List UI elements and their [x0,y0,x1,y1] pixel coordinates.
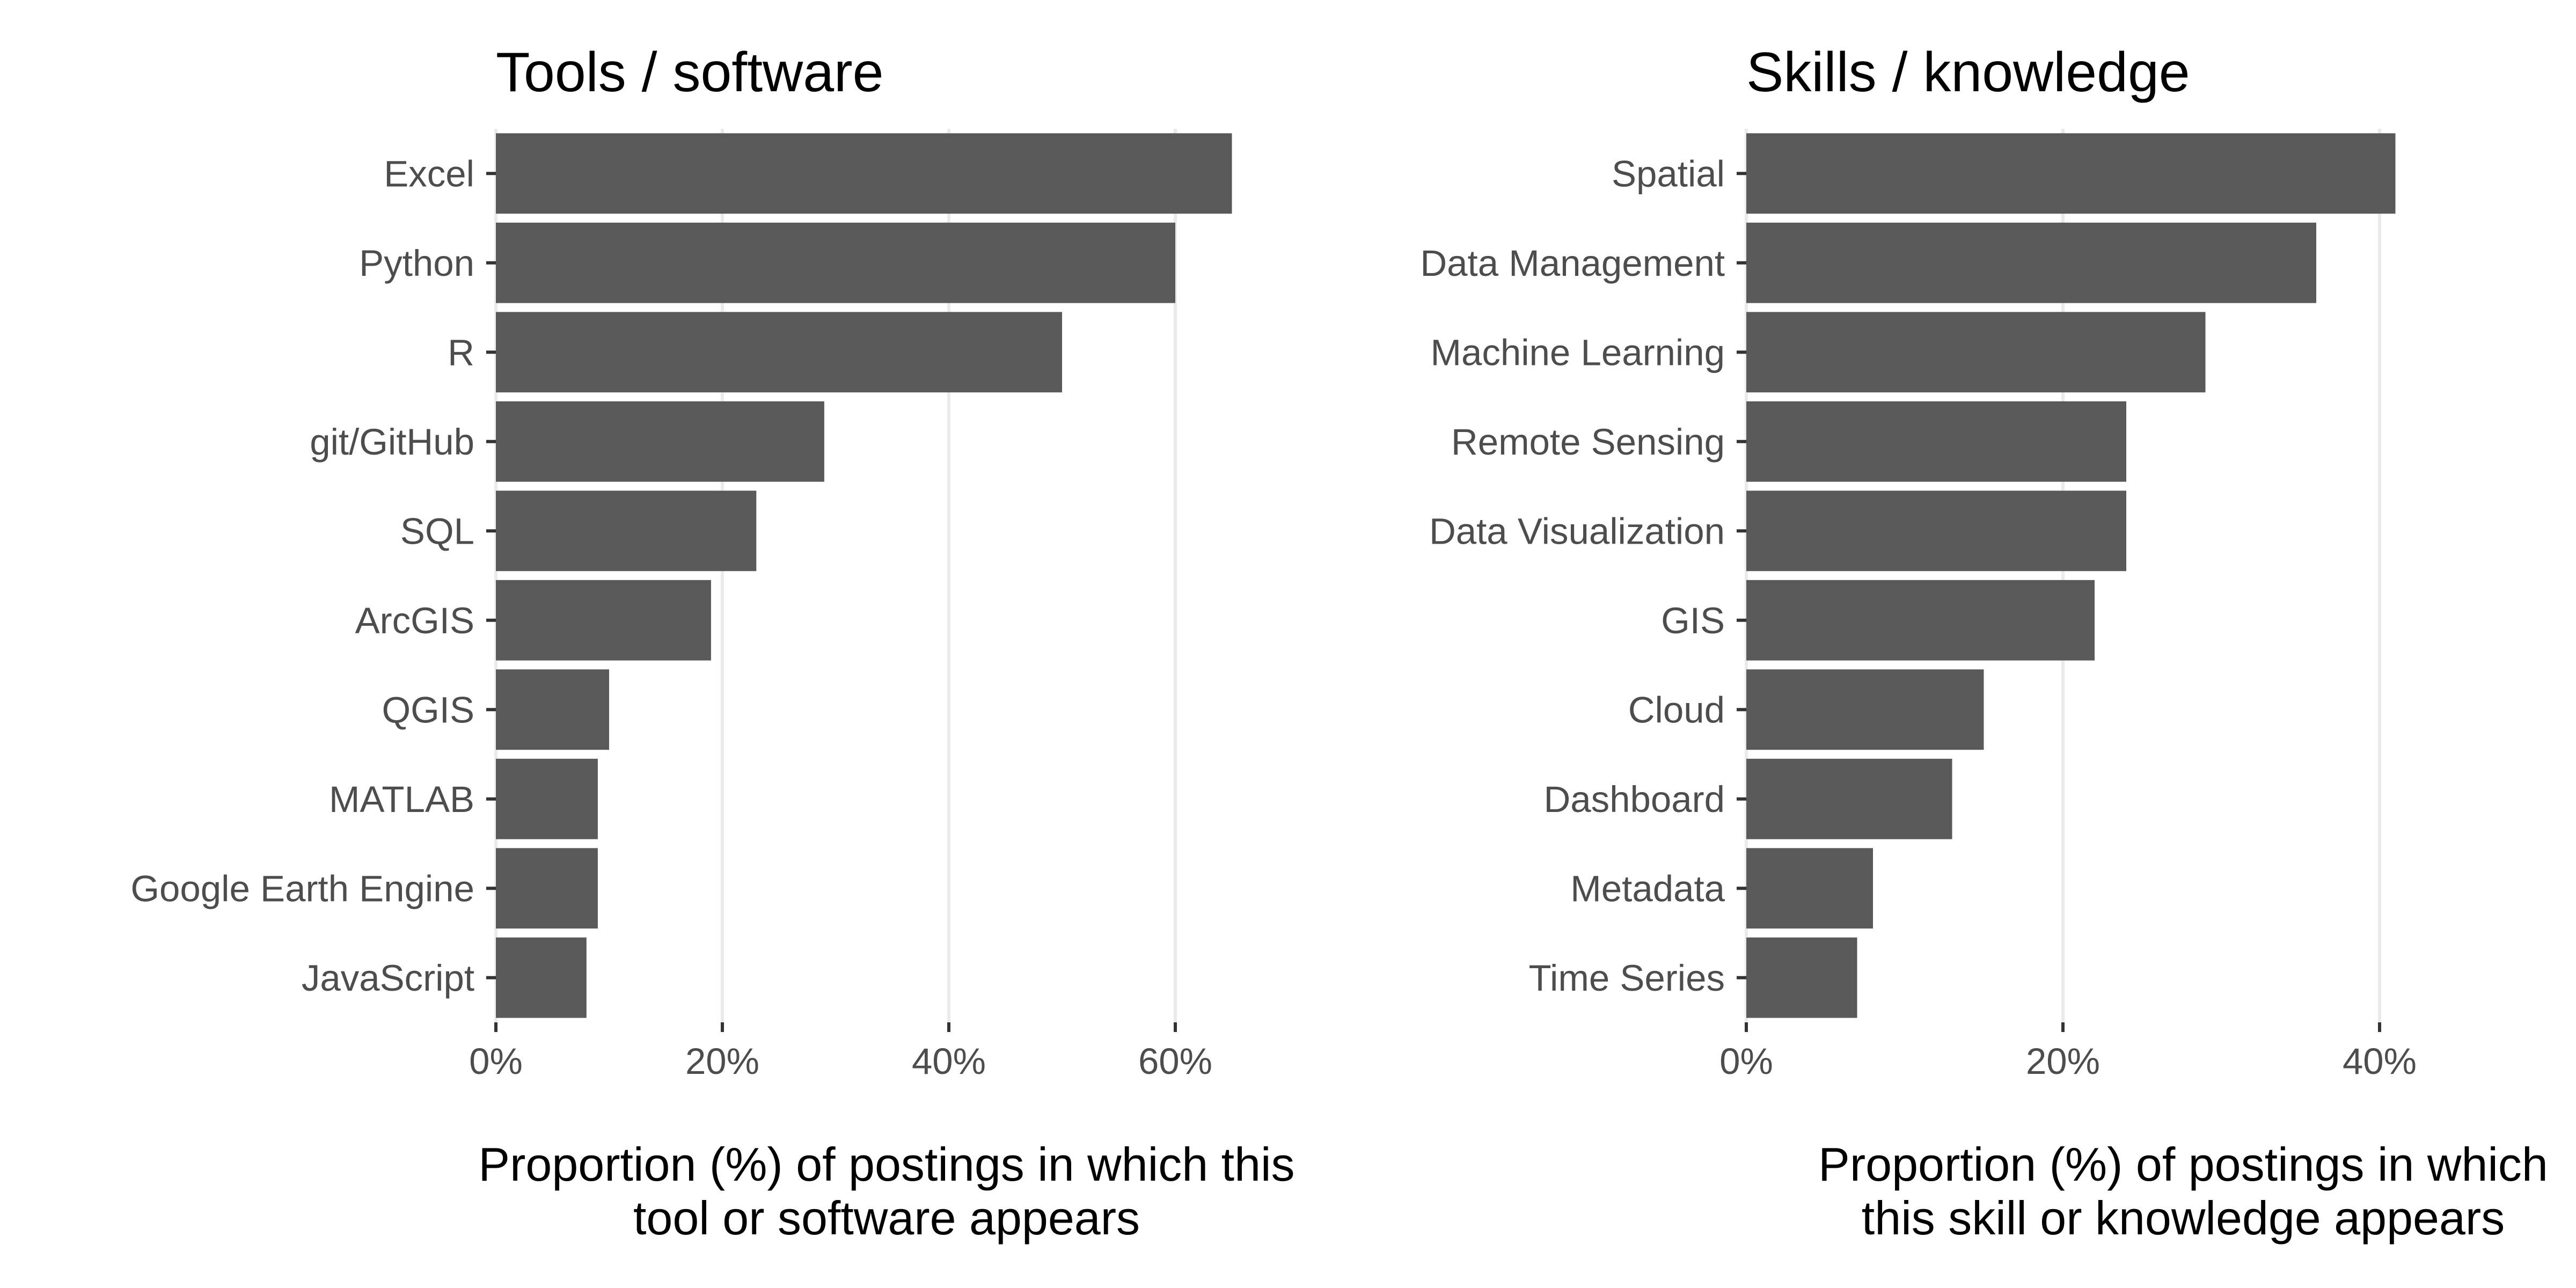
category-label: Remote Sensing [1451,421,1725,463]
x-tick-label: 0% [469,1041,523,1082]
category-label: R [448,332,474,373]
x-axis-title-line-1: Proportion (%) of postings in which this [478,1138,1294,1191]
category-label: Dashboard [1543,779,1725,820]
x-tick-label: 20% [685,1041,759,1082]
bar [1746,133,2396,214]
category-label: git/GitHub [310,421,474,463]
x-axis-title-line-2: this skill or knowledge appears [1862,1191,2505,1245]
bar [496,580,711,661]
bar [496,133,1232,214]
panel-title: Skills / knowledge [1746,41,2190,104]
category-label: ArcGIS [355,600,474,641]
bar [1746,937,1857,1018]
bar [1746,758,1952,839]
x-axis-title-line-1: Proportion (%) of postings in which [1818,1138,2548,1191]
category-label: Metadata [1570,868,1725,909]
bar [496,848,598,929]
bar [1746,669,1984,750]
category-label: Time Series [1528,957,1725,999]
category-label: Google Earth Engine [130,868,474,909]
bar [496,937,587,1018]
category-label: Machine Learning [1430,332,1725,373]
x-tick-label: 40% [2343,1041,2417,1082]
category-label: Python [359,243,474,284]
category-label: Data Visualization [1429,510,1725,552]
bar [1746,222,2316,303]
bar [496,758,598,839]
x-axis-ticks: 0% 20% 40% 60% [469,1022,1212,1082]
bar [496,491,757,572]
x-axis-ticks: 0% 20% 40% [1719,1022,2417,1082]
bar [1746,312,2206,393]
bar [1746,401,2126,482]
category-label: MATLAB [329,779,474,820]
category-label: JavaScript [302,957,474,999]
bars [496,133,1232,1018]
category-label: GIS [1661,600,1725,641]
bar [496,401,824,482]
bars [1746,133,2396,1018]
x-tick-label: 60% [1138,1041,1212,1082]
bar [1746,491,2126,572]
category-label: SQL [400,510,474,552]
panel-title: Tools / software [496,41,884,104]
x-axis-title-line-2: tool or software appears [633,1191,1140,1245]
bar [496,222,1175,303]
x-tick-label: 20% [2026,1041,2100,1082]
bar [496,312,1062,393]
category-label: Spatial [1612,153,1725,194]
panel-skills-knowledge: Skills / knowledge Spatial Data Managemen… [1420,41,2548,1245]
category-label: Cloud [1628,689,1725,730]
bar [1746,848,1873,929]
x-tick-label: 0% [1719,1041,1773,1082]
bar [496,669,609,750]
bar [1746,580,2095,661]
category-label: Excel [384,153,474,194]
category-labels: Spatial Data Management Machine Learning Re… [1420,153,1746,999]
category-label: Data Management [1420,243,1725,284]
category-label: QGIS [382,689,474,730]
x-tick-label: 40% [912,1041,986,1082]
